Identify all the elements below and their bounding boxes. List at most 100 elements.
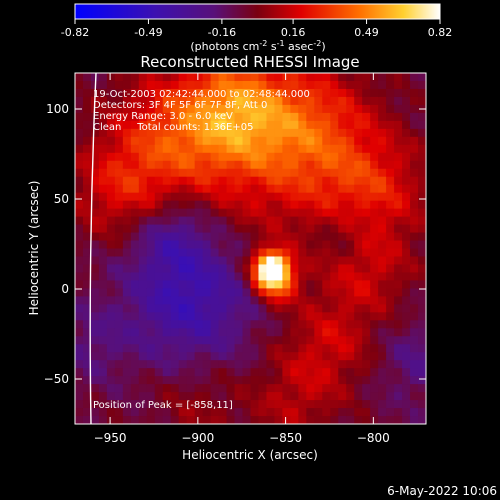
heatmap-cell — [386, 112, 395, 122]
heatmap-cell — [218, 280, 228, 289]
heatmap-cell — [322, 272, 331, 282]
heatmap-cell — [82, 208, 92, 218]
heatmap-cell — [114, 232, 124, 242]
heatmap-cell — [258, 256, 268, 266]
heatmap-cell — [194, 360, 204, 369]
heatmap-cell — [362, 88, 371, 98]
heatmap-cell — [98, 352, 108, 361]
heatmap-cell — [258, 152, 268, 162]
heatmap-cell — [346, 192, 355, 202]
heatmap-cell — [298, 120, 307, 130]
heatmap-cell — [242, 73, 252, 82]
heatmap-cell — [362, 112, 371, 122]
heatmap-cell — [122, 264, 132, 274]
heatmap-cell — [82, 256, 92, 266]
heatmap-cell — [290, 368, 299, 377]
heatmap-cell — [418, 216, 426, 226]
heatmap-cell — [138, 240, 148, 250]
heatmap-cell — [362, 280, 371, 289]
heatmap-cell — [242, 392, 252, 401]
heatmap-cell — [178, 248, 188, 258]
heatmap-cell — [106, 184, 116, 194]
heatmap-cell — [258, 280, 268, 289]
heatmap-cell — [114, 344, 124, 353]
heatmap-cell — [418, 272, 426, 282]
heatmap-cell — [314, 216, 323, 226]
heatmap-cell — [146, 168, 156, 178]
heatmap-cell — [322, 288, 331, 297]
heatmap-cell — [370, 376, 379, 385]
heatmap-cell — [170, 400, 180, 409]
heatmap-cell — [218, 304, 228, 313]
heatmap-cell — [266, 352, 276, 361]
heatmap-cell — [106, 80, 116, 90]
heatmap-cell — [130, 80, 140, 90]
heatmap-cell — [75, 184, 84, 194]
heatmap-cell — [170, 144, 180, 154]
heatmap-cell — [82, 168, 92, 178]
heatmap-cell — [130, 88, 140, 98]
heatmap-cell — [362, 352, 371, 361]
heatmap-cell — [314, 80, 323, 90]
heatmap-cell — [186, 264, 196, 274]
heatmap-cell — [202, 120, 212, 130]
heatmap-cell — [210, 88, 220, 98]
heatmap-cell — [130, 224, 140, 234]
heatmap-cell — [154, 368, 164, 377]
heatmap-cell — [90, 368, 100, 377]
heatmap-cell — [114, 120, 124, 130]
heatmap-cell — [266, 248, 276, 258]
heatmap-cell — [186, 296, 196, 305]
heatmap-cell — [282, 360, 291, 369]
heatmap-cell — [378, 144, 387, 154]
heatmap-cell — [186, 88, 196, 98]
heatmap-cell — [178, 176, 188, 186]
heatmap-cell — [386, 240, 395, 250]
heatmap-cell — [90, 144, 100, 154]
heatmap-cell — [162, 400, 172, 409]
heatmap-cell — [98, 112, 108, 122]
heatmap-cell — [402, 368, 411, 377]
heatmap-cell — [370, 88, 379, 98]
heatmap-cell — [386, 384, 395, 393]
heatmap-cell — [362, 216, 371, 226]
heatmap-cell — [234, 120, 244, 130]
heatmap-cell — [98, 368, 108, 377]
heatmap-cell — [234, 256, 244, 266]
x-tick-label: −800 — [357, 431, 390, 445]
heatmap-cell — [106, 104, 116, 114]
heatmap-cell — [410, 296, 419, 305]
heatmap-cell — [202, 152, 212, 162]
heatmap-cell — [330, 144, 339, 154]
heatmap-cell — [75, 136, 84, 146]
heatmap-cell — [394, 200, 403, 210]
heatmap-cell — [346, 336, 355, 345]
heatmap-cell — [226, 184, 236, 194]
heatmap-cell — [130, 104, 140, 114]
heatmap-cell — [98, 360, 108, 369]
heatmap-cell — [322, 368, 331, 377]
heatmap-cell — [338, 296, 347, 305]
heatmap-cell — [370, 344, 379, 353]
heatmap-cell — [346, 208, 355, 218]
heatmap-cell — [138, 376, 148, 385]
heatmap-cell — [90, 176, 100, 186]
heatmap-cell — [410, 312, 419, 321]
heatmap-cell — [410, 344, 419, 353]
heatmap-cell — [402, 160, 411, 170]
heatmap-cell — [314, 192, 323, 202]
heatmap-cell — [242, 288, 252, 297]
heatmap-cell — [202, 112, 212, 122]
heatmap-cell — [418, 328, 426, 337]
heatmap-cell — [146, 136, 156, 146]
heatmap-cell — [346, 400, 355, 409]
heatmap-cell — [114, 368, 124, 377]
heatmap-cell — [370, 408, 379, 417]
heatmap-cell — [186, 280, 196, 289]
heatmap-cell — [130, 344, 140, 353]
heatmap-cell — [194, 288, 204, 297]
heatmap-cell — [314, 232, 323, 242]
heatmap-cell — [386, 328, 395, 337]
heatmap-cell — [178, 128, 188, 138]
heatmap-cell — [138, 344, 148, 353]
